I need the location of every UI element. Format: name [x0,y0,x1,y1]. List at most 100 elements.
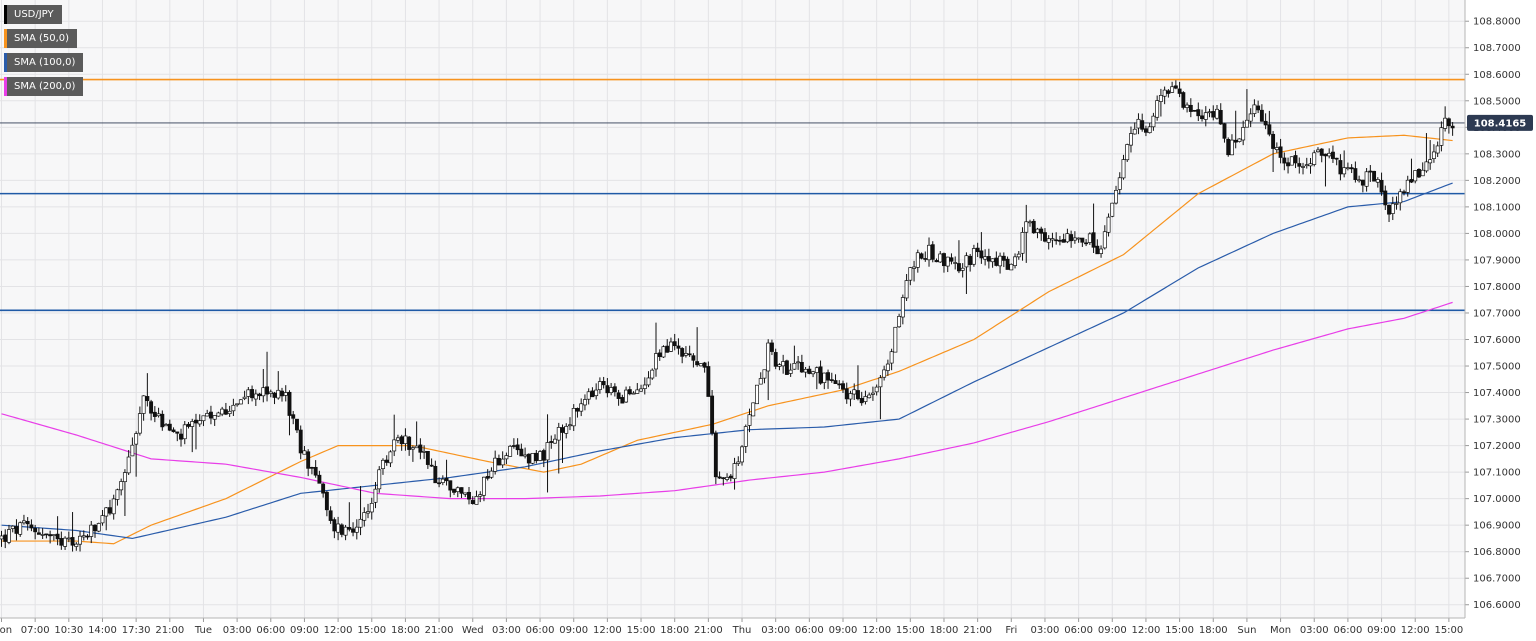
candle-bull [1028,221,1032,224]
legend-item[interactable]: SMA (50,0) [4,29,78,48]
candle-bear [1293,155,1298,164]
candle-bull [792,363,797,370]
candle-bull [1106,216,1111,233]
candle-bull [276,389,281,399]
candle-bear [1188,104,1193,112]
candle-bull [1162,89,1167,97]
candle-bull [119,481,124,491]
candle-bull [777,364,782,367]
candle-bear [956,263,961,272]
candle-bull [81,535,86,538]
candle-bear [399,436,404,445]
candle-bull [1136,118,1141,129]
x-tick-label: 12:00 [593,625,622,636]
y-tick-label: 108.6000 [1473,70,1521,81]
candle-bull [1087,233,1092,243]
candle-bull [246,389,251,397]
candle-bull [381,459,385,470]
candle-bull [912,266,917,269]
candle-bull [78,535,82,545]
candle-bull [1413,170,1418,182]
candle-bear [942,253,946,267]
x-tick-label: 03:00 [761,625,790,636]
candle-bull [1420,169,1425,177]
candle-bull [1241,127,1246,141]
candle-bear [467,491,471,500]
candle-bull [1248,113,1253,122]
candle-bear [448,480,453,491]
candle-bull [1121,159,1126,179]
candle-bull [1013,256,1017,266]
candle-bear [856,390,860,400]
candle-bull [635,389,640,394]
legend-item[interactable]: USD/JPY [4,5,62,24]
candle-bull [1342,167,1347,175]
candle-bull [235,403,240,406]
candle-bull [227,410,232,415]
candle-bull [631,392,636,395]
x-tick-label: 17:30 [122,625,151,636]
candle-bull [1125,144,1130,161]
candle-bear [485,476,490,479]
candle-bull [1428,159,1433,164]
y-tick-label: 107.6000 [1473,335,1521,346]
candle-bull [283,392,288,396]
candle-bear [560,427,565,433]
candle-bull [366,511,370,514]
candle-bear [160,413,165,428]
candle-bull [1357,179,1362,182]
candle-bear [384,459,389,463]
candle-bull [1237,138,1242,142]
candle-bull [1316,149,1320,153]
candle-bull [63,537,68,547]
candle-bull [1020,232,1025,254]
candle-bull [1439,127,1444,146]
candle-bear [265,386,269,395]
candle-bear [339,524,344,535]
candle-bear [1222,123,1227,139]
candle-bear [208,411,213,419]
candle-bull [89,524,94,537]
x-tick-label: Mon [1270,625,1291,636]
candle-bear [59,538,64,546]
candle-bull [1364,171,1369,187]
candle-bear [36,532,41,535]
legend-item[interactable]: SMA (200,0) [4,77,84,96]
sma-lines [1,134,1453,545]
candle-bull [1009,263,1014,271]
candle-bull [388,451,393,464]
candle-bear [1387,204,1391,215]
candle-bear [223,409,228,415]
candle-bull [104,507,109,517]
candle-bear [175,431,180,434]
candle-bull [1431,151,1436,159]
candle-bear [1271,133,1276,149]
sma-line [1,301,1453,500]
y-tick-label: 107.2000 [1473,441,1521,452]
candle-bear [14,526,19,534]
candle-bear [1091,232,1096,248]
candle-bear [3,534,8,542]
y-tick-label: 108.0000 [1473,229,1521,240]
x-tick-label: 06:00 [1064,625,1093,636]
candle-bull [530,453,535,464]
candle-bear [710,395,715,434]
candle-bull [915,252,920,268]
candle-bull [111,498,116,515]
candle-bull [1394,203,1399,205]
candle-bull [1155,100,1160,118]
candle-bear [1338,160,1343,175]
candle-bull [885,363,890,371]
x-tick-label: 06:00 [526,625,555,636]
candle-bear [328,510,333,521]
candle-bull [205,413,210,417]
candle-bull [900,297,905,318]
legend-item[interactable]: SMA (100,0) [4,53,84,72]
candle-bull [1117,177,1122,190]
x-tick-label: 09:00 [1098,625,1127,636]
y-tick-label: 107.3000 [1473,415,1521,426]
candle-bull [545,442,550,461]
candle-bear [657,352,662,357]
candle-bull [164,424,169,427]
candle-bull [852,389,857,395]
